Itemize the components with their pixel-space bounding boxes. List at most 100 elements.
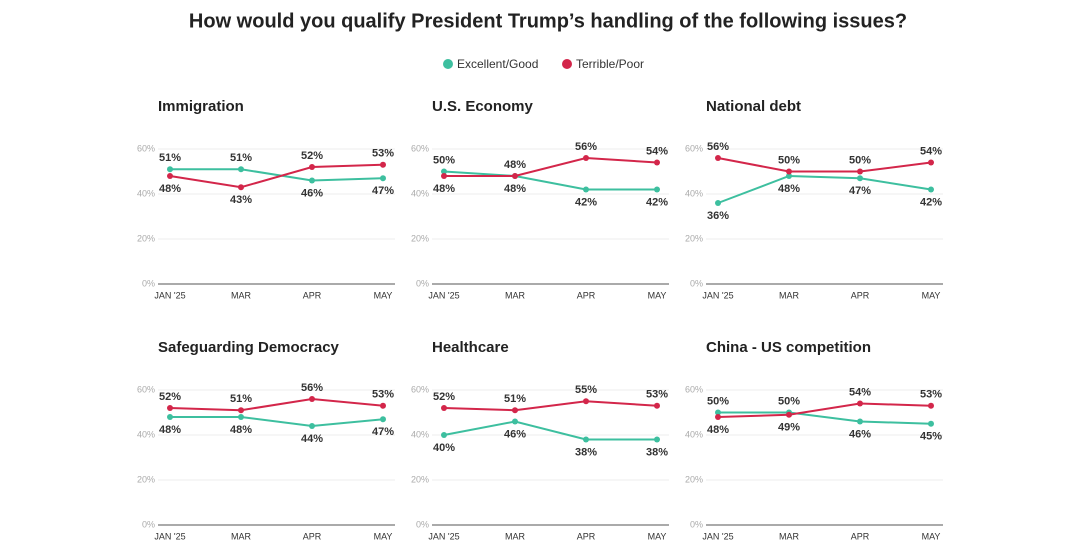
x-tick-label: JAN '25 [702,531,733,541]
data-point [167,405,173,411]
x-tick-label: MAY [648,290,667,300]
data-label: 50% [707,395,729,407]
y-tick-label: 60% [411,384,429,394]
data-point [928,420,934,427]
data-point [441,173,447,179]
data-point [238,414,244,420]
data-label: 53% [372,389,394,401]
data-label: 42% [920,196,942,208]
y-tick-label: 0% [142,278,155,288]
data-point [238,184,244,191]
y-tick-label: 0% [416,519,429,529]
data-label: 45% [920,431,942,443]
data-point [786,168,792,175]
data-label: 38% [646,446,668,458]
data-point [380,402,386,409]
data-point [380,175,386,182]
panel-title: U.S. Economy [432,98,534,115]
data-point [715,200,721,206]
panel-title: Healthcare [432,339,509,356]
data-point [309,423,315,429]
data-point [238,407,244,414]
data-point [441,405,447,411]
data-point [167,173,173,179]
data-label: 48% [504,159,526,171]
series-line [717,157,932,173]
series-line [170,168,384,182]
chart-title: How would you qualify President Trump’s … [189,10,907,32]
data-point [238,166,244,173]
y-tick-label: 60% [411,143,429,153]
series-line [169,163,384,189]
legend-marker [443,59,453,69]
panel-title: Immigration [158,98,244,115]
data-point [309,164,315,170]
data-point [786,173,792,179]
data-point [928,159,934,166]
data-label: 51% [230,393,252,405]
x-tick-label: JAN '25 [154,290,185,300]
series-line [170,416,384,428]
y-tick-label: 20% [685,233,703,243]
data-point [786,411,792,418]
series-line [443,420,657,441]
series-line [443,170,657,191]
data-point [715,409,721,416]
data-point [309,177,315,184]
x-tick-label: APR [303,531,322,541]
data-label: 38% [575,446,597,458]
data-point [380,161,386,168]
x-tick-label: MAY [648,531,667,541]
data-label: 40% [433,442,455,454]
data-label: 51% [230,152,252,164]
data-label: 48% [778,183,800,195]
y-tick-label: 60% [685,384,703,394]
data-label: 42% [646,196,668,208]
series-line [718,411,932,425]
data-label: 49% [778,422,800,434]
data-label: 47% [849,185,871,197]
data-point [654,402,660,409]
data-point [857,168,863,175]
data-label: 36% [707,210,729,222]
y-tick-label: 40% [411,188,429,198]
y-tick-label: 40% [685,188,703,198]
y-tick-label: 40% [137,429,155,439]
y-tick-label: 20% [685,474,703,484]
data-point [583,398,589,405]
x-tick-label: JAN '25 [428,531,459,541]
x-tick-label: APR [577,531,596,541]
data-label: 52% [433,391,455,403]
data-label: 54% [646,145,668,157]
data-point [512,407,518,414]
data-label: 43% [230,194,252,206]
series-line [169,397,384,412]
data-point [512,173,518,179]
data-point [441,168,447,175]
data-label: 51% [504,393,526,405]
x-tick-label: JAN '25 [428,290,459,300]
x-tick-label: APR [851,290,870,300]
y-tick-label: 20% [137,233,155,243]
data-label: 54% [849,386,871,398]
y-tick-label: 0% [690,278,703,288]
data-label: 50% [778,395,800,407]
data-point [167,414,173,420]
data-point [715,155,721,161]
data-label: 42% [575,196,597,208]
data-label: 47% [372,426,394,438]
y-tick-label: 40% [137,188,155,198]
data-label: 56% [301,382,323,394]
data-point [583,186,589,193]
data-point [441,432,447,438]
x-tick-label: MAR [231,290,252,300]
y-tick-label: 20% [411,474,429,484]
data-label: 50% [849,154,871,166]
data-point [583,436,589,443]
data-point [928,186,934,193]
y-tick-label: 0% [690,519,703,529]
data-label: 50% [433,154,455,166]
data-point [654,436,660,443]
data-label: 48% [230,424,252,436]
